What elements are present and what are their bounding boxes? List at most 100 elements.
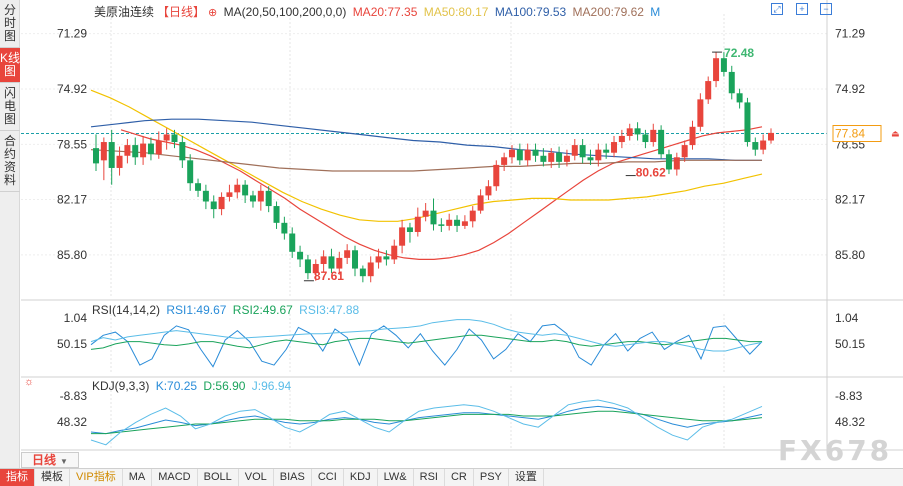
indicator-tab-kdj[interactable]: KDJ xyxy=(344,468,378,486)
candle-body xyxy=(634,128,641,135)
candle-body xyxy=(226,192,233,197)
low-label: 87.61 xyxy=(314,269,344,283)
candle-body xyxy=(430,210,437,225)
candle-body xyxy=(728,71,735,94)
settings-icon[interactable]: ⊕ xyxy=(208,7,218,19)
indicator-tab-cr[interactable]: CR xyxy=(445,468,474,486)
kdj-legend: KDJ(9,3,3) K:70.25 D:56.90 J:96.94 xyxy=(92,379,294,393)
candle-body xyxy=(673,157,680,170)
current-price-box xyxy=(832,125,882,143)
candle-body xyxy=(446,219,453,226)
candle-body xyxy=(618,135,625,143)
candle-body xyxy=(720,58,727,72)
candle-body xyxy=(611,142,618,153)
candle-body xyxy=(140,143,147,158)
candle-body xyxy=(218,196,225,210)
candle-body xyxy=(665,154,672,170)
watermark-logo: FX678 xyxy=(778,434,893,467)
indicator-tab-[interactable]: 模板 xyxy=(35,468,70,486)
candle-body xyxy=(155,140,162,155)
price-tick-right: 74.92 xyxy=(835,82,865,96)
view-tab-0[interactable]: 分时图 xyxy=(0,0,20,48)
candle-body xyxy=(508,149,515,158)
candle-body xyxy=(352,250,359,269)
zoom-in-icon[interactable]: + xyxy=(796,3,808,15)
candlesticks xyxy=(93,52,774,283)
candle-body xyxy=(375,256,382,263)
price-tick-left: 78.55 xyxy=(57,137,87,151)
indicator-tab-[interactable]: 指标 xyxy=(0,468,35,486)
indicator-tab-lw[interactable]: LW& xyxy=(378,468,414,486)
indicator-tab-[interactable]: 设置 xyxy=(509,468,544,486)
candle-body xyxy=(234,184,241,193)
kdj-lines xyxy=(90,399,763,446)
price-tick-left: 74.92 xyxy=(57,82,87,96)
candle-body xyxy=(713,58,720,82)
ma100-line xyxy=(90,118,762,161)
kdj-d-value: D:56.90 xyxy=(203,379,246,393)
current-price-label: 77.84 xyxy=(835,127,865,141)
date-label: 2024/06 xyxy=(720,451,764,452)
kdj-j-value: J:96.94 xyxy=(251,379,292,393)
candle-body xyxy=(516,149,523,161)
rsi-tick-right: 50.15 xyxy=(835,337,865,351)
candle-body xyxy=(461,221,468,226)
candle-body xyxy=(571,145,578,156)
mid-label: 80.62 xyxy=(636,166,666,180)
kdj-d-line xyxy=(91,410,763,435)
candle-body xyxy=(744,102,751,143)
rsi-legend: RSI(14,14,2) RSI1:49.67 RSI2:49.67 RSI3:… xyxy=(92,303,362,317)
candle-body xyxy=(587,157,594,161)
zoom-out-icon[interactable]: − xyxy=(820,3,832,15)
candle-body xyxy=(603,149,610,153)
candle-body xyxy=(650,129,657,143)
indicator-tab-ma[interactable]: MA xyxy=(123,468,153,486)
candle-body xyxy=(320,256,327,264)
indicator-tab-vol[interactable]: VOL xyxy=(239,468,274,486)
indicator-tab-psy[interactable]: PSY xyxy=(474,468,509,486)
candle-body xyxy=(705,81,712,100)
candle-body xyxy=(501,157,508,165)
indicator-tab-bias[interactable]: BIAS xyxy=(274,468,312,486)
candle-body xyxy=(642,134,649,143)
view-tab-1[interactable]: K线图 xyxy=(0,48,20,83)
rsi-lines xyxy=(90,319,763,368)
moving-average-lines xyxy=(90,89,763,260)
kdj-params: KDJ(9,3,3) xyxy=(92,379,150,393)
candle-body xyxy=(768,132,774,141)
period-dropdown[interactable]: 日线 ▼ xyxy=(21,452,79,468)
indicator-tab-cci[interactable]: CCI xyxy=(312,468,344,486)
indicator-tab-rsi[interactable]: RSI xyxy=(414,468,445,486)
period-dropdown-label: 日线 xyxy=(32,453,57,467)
view-tab-3[interactable]: 合约资料 xyxy=(0,131,20,192)
candle-body xyxy=(289,233,296,252)
candle-body xyxy=(116,155,123,168)
candle-body xyxy=(697,99,704,127)
candle-body xyxy=(438,224,445,226)
rsi1-value: RSI1:49.67 xyxy=(166,303,227,317)
ma-more-link[interactable]: M xyxy=(650,5,661,19)
candle-body xyxy=(406,227,413,232)
view-tab-2[interactable]: 闪电图 xyxy=(0,83,20,131)
candle-body xyxy=(257,190,264,202)
candle-body xyxy=(454,219,461,226)
rsi2-value: RSI2:49.67 xyxy=(232,303,293,317)
indicator-tab-macd[interactable]: MACD xyxy=(152,468,198,486)
candle-body xyxy=(124,145,131,156)
indicator-tab-vip[interactable]: VIP指标 xyxy=(70,468,123,486)
expand-icon[interactable]: ⤢ xyxy=(771,3,783,15)
kdj-tick-left: -8.83 xyxy=(60,389,88,403)
ma20-value: MA20:77.35 xyxy=(352,5,418,19)
period-label: 【日线】 xyxy=(157,5,206,19)
rsi3-line xyxy=(90,319,763,352)
indicator-tab-boll[interactable]: BOLL xyxy=(198,468,239,486)
sun-icon[interactable]: ☼ xyxy=(24,376,35,388)
candle-body xyxy=(147,143,154,155)
rsi1-line xyxy=(90,323,763,368)
ma100-value: MA100:79.53 xyxy=(494,5,567,19)
candle-body xyxy=(689,126,696,146)
high-label: 72.48 xyxy=(724,46,754,60)
candle-body xyxy=(595,149,602,161)
